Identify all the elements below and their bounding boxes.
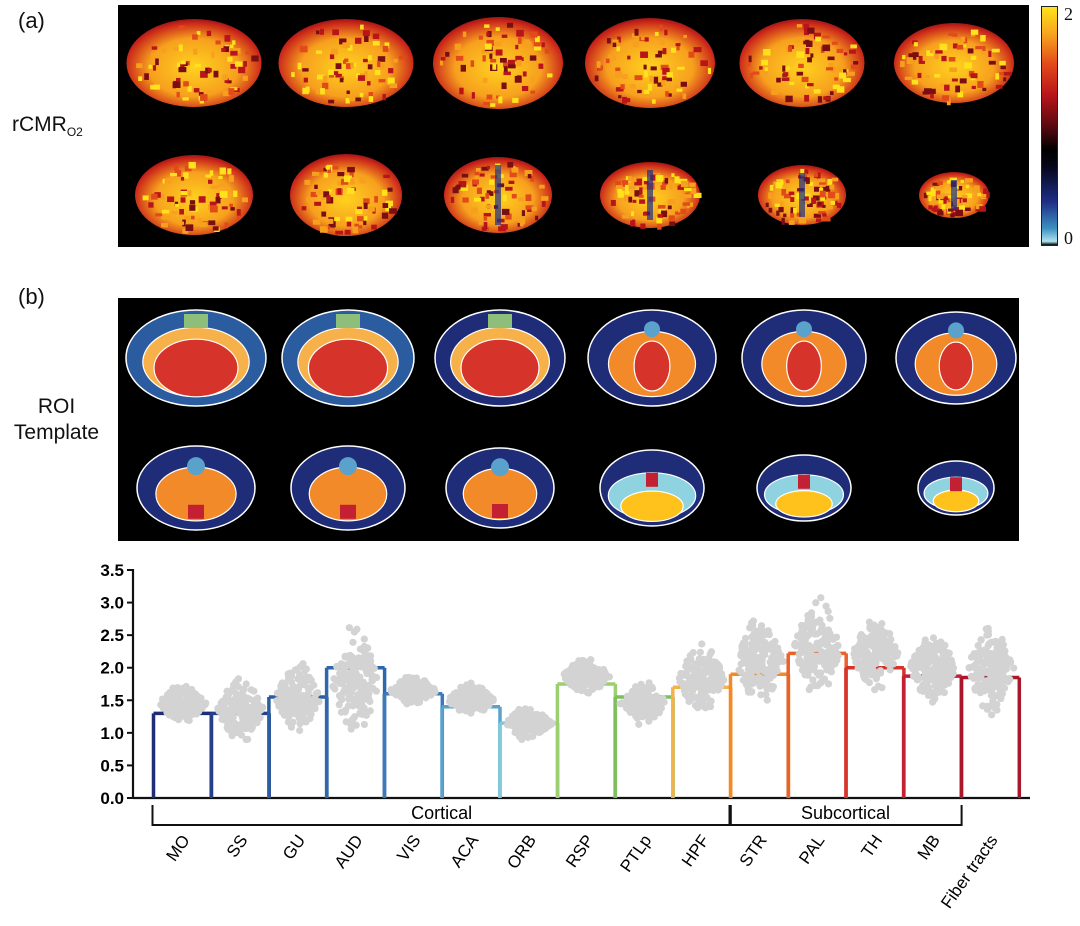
x-tick-label: MO	[163, 831, 194, 864]
x-tick-label: VIS	[393, 831, 424, 864]
x-tick-label: PTLp	[617, 831, 656, 875]
roi-slice	[434, 309, 566, 407]
y-tick-label: 0.5	[100, 756, 124, 775]
rcmro2-slice	[894, 23, 1014, 106]
colorbar	[1041, 6, 1058, 246]
colorbar-min-label: 0	[1064, 228, 1073, 248]
roi-label-line1: ROI	[37, 395, 76, 418]
group-label: Subcortical	[801, 803, 890, 823]
scatter-hpf	[675, 640, 728, 712]
y-tick-label: 3.0	[100, 594, 124, 613]
roi-slice	[125, 309, 267, 407]
x-tick-label: RSP	[562, 831, 598, 871]
y-tick-label: 2.5	[100, 626, 124, 645]
scatter-aca	[445, 679, 497, 717]
rcmro2-slice	[919, 172, 990, 218]
rcmro2-slice	[290, 154, 402, 236]
roi-slice	[756, 454, 852, 522]
rcmro2-slice	[433, 17, 563, 109]
x-tick-label: HPF	[678, 831, 713, 870]
bar-rsp	[555, 682, 618, 798]
rcmro2-label-text: rCMR	[12, 113, 67, 136]
y-tick-label: 0.0	[100, 789, 124, 808]
bar-vis	[382, 692, 445, 798]
panel-b-label: (b)	[18, 284, 45, 309]
roi-template-slices	[125, 309, 1017, 531]
roi-slice	[290, 445, 406, 531]
scatter-pal	[790, 594, 842, 694]
roi-slice	[587, 309, 717, 407]
roi-label-line2: Template	[13, 421, 100, 445]
bar-mo	[151, 711, 214, 798]
rcmro2-slice	[600, 162, 702, 230]
roi-slice	[136, 445, 256, 531]
roi-slice	[741, 309, 867, 407]
rcmro2-slice	[135, 155, 253, 235]
rcmro2-slice	[278, 19, 414, 107]
scatter-gu	[273, 660, 323, 735]
rcmro2-label-subscript: O2	[66, 125, 83, 140]
rcmro2-slice	[758, 165, 846, 225]
x-tick-label: STR	[736, 831, 771, 870]
scatter-str	[735, 617, 787, 704]
x-tick-label: AUD	[331, 831, 367, 871]
scatter-vis	[387, 673, 439, 708]
roi-template-panel	[118, 298, 1019, 541]
scatter-th	[850, 618, 902, 694]
rcmro2-row-label: rCMRO2	[12, 112, 83, 140]
scatter-mo	[157, 682, 210, 725]
roi-slice	[917, 460, 995, 516]
x-tick-label: TH	[858, 831, 887, 860]
y-tick-label: 1.5	[100, 691, 124, 710]
x-tick-label: PAL	[795, 831, 828, 867]
rcmro2-slice	[739, 19, 865, 107]
y-tick-label: 1.0	[100, 724, 124, 743]
colorbar-max-label: 2	[1064, 4, 1073, 24]
x-tick-label: MB	[914, 831, 944, 863]
scatter-rsp	[560, 656, 614, 697]
group-label: Cortical	[411, 803, 472, 823]
scatter-fiber-tracts	[965, 624, 1018, 719]
x-tick-label: Fiber tracts	[937, 831, 1001, 912]
rcmro2-slices	[126, 17, 1014, 236]
scatter-orb	[504, 705, 556, 744]
roi-slice	[895, 311, 1017, 405]
roi-slice	[599, 449, 705, 527]
y-tick-label: 3.5	[100, 561, 124, 580]
scatter-ss	[214, 675, 267, 744]
bar-aca	[440, 705, 502, 798]
scatter-aud	[329, 624, 381, 733]
x-tick-label: ORB	[503, 831, 540, 872]
group-bracket-cortical: Cortical	[151, 803, 732, 826]
rcmro2-slice	[126, 19, 262, 107]
rcmro2-bar-chart: 0.0 0.5 1.0 1.5 2.0 2.5 3.0 3.5 MO SS GU AUD VIS ACA O…	[100, 561, 1030, 912]
rcmro2-slice	[444, 157, 552, 233]
roi-slice	[281, 309, 415, 407]
y-tick-label: 2.0	[100, 659, 124, 678]
group-bracket-subcortical: Subcortical	[728, 803, 963, 826]
panel-a-label: (a)	[18, 8, 45, 33]
x-tick-label: SS	[223, 831, 252, 860]
x-tick-label: ACA	[447, 831, 483, 871]
roi-slice	[445, 447, 555, 529]
scatter-ptlp	[616, 679, 668, 728]
rcmro2-slice-panel	[118, 5, 1029, 247]
rcmro2-slice	[585, 18, 715, 108]
scatter-mb	[907, 634, 958, 706]
x-tick-label: GU	[279, 831, 309, 863]
roi-template-row-label: ROI Template	[4, 394, 109, 447]
